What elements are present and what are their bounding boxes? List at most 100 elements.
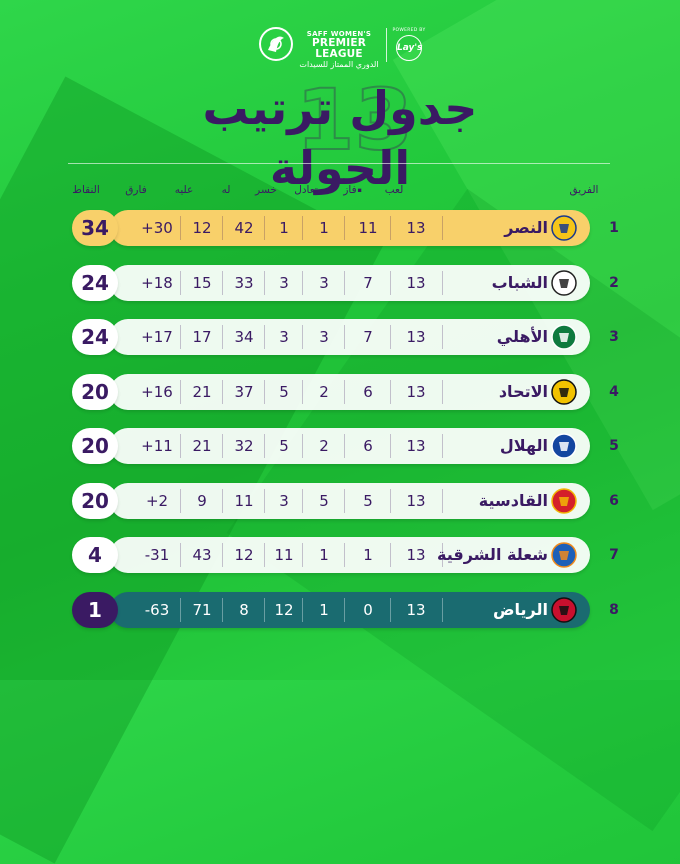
- lost-value: 5: [279, 382, 289, 401]
- rank-number: 1: [609, 220, 619, 236]
- lost-value: 3: [279, 491, 289, 510]
- team-name: القادسية: [478, 490, 548, 510]
- points-value: 20: [72, 482, 118, 519]
- header-lost: خسر: [255, 184, 277, 196]
- cell-divider: [344, 543, 345, 567]
- cell-divider: [222, 434, 223, 458]
- cell-divider: [442, 597, 443, 622]
- for-value: 32: [234, 437, 254, 455]
- cell-divider: [180, 597, 181, 622]
- team-name: الشباب: [491, 272, 548, 292]
- won-value: 11: [358, 219, 378, 237]
- row-background: [110, 537, 590, 573]
- table-row: 24 +17 17 34 3 3 7 13 الأهلي 3: [72, 319, 619, 355]
- diff-value: +18: [141, 273, 173, 292]
- cell-divider: [390, 543, 391, 567]
- header-team: الفريق: [569, 184, 599, 196]
- sponsor-logo: Lay's: [396, 35, 423, 61]
- against-value: 71: [192, 600, 212, 619]
- header-for: له: [221, 184, 231, 196]
- cell-divider: [222, 270, 223, 295]
- cell-divider: [302, 597, 303, 622]
- cell-divider: [302, 434, 303, 458]
- table-row: 20 +2 9 11 3 5 5 13 القادسية 6: [72, 482, 619, 519]
- cell-divider: [264, 216, 265, 240]
- cell-divider: [264, 488, 265, 513]
- rank-number: 6: [609, 492, 619, 509]
- for-value: 42: [234, 219, 254, 237]
- rank-number: 5: [609, 438, 619, 454]
- header-points: النقاط: [72, 184, 100, 196]
- header-won: فاز: [343, 184, 357, 196]
- diff-value: +30: [141, 219, 173, 237]
- lost-value: 3: [279, 273, 289, 292]
- rank-number: 7: [609, 547, 619, 563]
- for-value: 33: [234, 273, 254, 292]
- for-value: 34: [234, 328, 254, 346]
- won-value: 5: [363, 491, 373, 510]
- cell-divider: [344, 270, 345, 295]
- row-background: [110, 482, 590, 519]
- points-value: 1: [72, 591, 118, 628]
- cell-divider: [222, 379, 223, 404]
- won-value: 7: [363, 328, 373, 346]
- cell-divider: [180, 270, 181, 295]
- won-value: 0: [363, 600, 373, 619]
- row-background: [110, 373, 590, 410]
- cell-divider: [302, 270, 303, 295]
- rank-number: 8: [609, 601, 619, 618]
- cell-divider: [302, 216, 303, 240]
- for-value: 12: [234, 546, 254, 564]
- cell-divider: [390, 216, 391, 240]
- team-logo-icon: [551, 542, 577, 568]
- team-name: شعلة الشرقية: [436, 545, 548, 564]
- for-value: 11: [234, 491, 254, 510]
- played-value: 13: [406, 546, 426, 564]
- cell-divider: [344, 379, 345, 404]
- header-divider: [386, 28, 387, 62]
- cell-divider: [442, 379, 443, 404]
- team-logo-icon: [551, 378, 577, 405]
- table-row: 20 +16 21 37 5 2 6 13 الاتحاد 4: [72, 373, 619, 410]
- played-value: 13: [406, 491, 426, 510]
- diff-value: -31: [144, 546, 170, 564]
- cell-divider: [222, 325, 223, 349]
- points-value: 24: [72, 319, 118, 355]
- cell-divider: [442, 434, 443, 458]
- powered-by-label: POWERED BY: [392, 28, 426, 33]
- drawn-value: 3: [319, 273, 329, 292]
- league-name-ar: الدوري الممتاز للسيدات: [299, 60, 379, 69]
- drawn-value: 1: [319, 546, 329, 564]
- cell-divider: [222, 597, 223, 622]
- team-logo-icon: [551, 215, 577, 241]
- points-value: 20: [72, 373, 118, 410]
- header: SAFF WOMEN'S PREMIER LEAGUE الدوري الممت…: [0, 22, 680, 72]
- table-row: 34 +30 12 42 1 1 11 13 النصر 1: [72, 210, 619, 246]
- played-value: 13: [406, 328, 426, 346]
- cell-divider: [264, 597, 265, 622]
- diff-value: +17: [141, 328, 173, 346]
- points-value: 24: [72, 264, 118, 301]
- league-brand-line: SAFF WOMEN'S: [306, 30, 372, 38]
- points-value: 34: [72, 210, 118, 246]
- header-drawn: تعادل: [294, 184, 318, 196]
- against-value: 12: [192, 219, 212, 237]
- header-played: لعب: [384, 184, 404, 196]
- cell-divider: [344, 488, 345, 513]
- cell-divider: [344, 434, 345, 458]
- table-row: 1 -63 71 8 12 1 0 13 الرياض 8: [72, 591, 619, 628]
- row-background: [110, 428, 590, 464]
- cell-divider: [302, 488, 303, 513]
- won-value: 1: [363, 546, 373, 564]
- team-name: الأهلي: [496, 327, 548, 346]
- row-background: [110, 264, 590, 301]
- cell-divider: [302, 379, 303, 404]
- row-background: [110, 591, 590, 628]
- team-name: الهلال: [499, 436, 548, 455]
- team-name: الاتحاد: [498, 381, 548, 401]
- cell-divider: [442, 270, 443, 295]
- rank-number: 2: [609, 274, 619, 291]
- won-value: 6: [363, 437, 373, 455]
- against-value: 15: [192, 273, 212, 292]
- cell-divider: [390, 379, 391, 404]
